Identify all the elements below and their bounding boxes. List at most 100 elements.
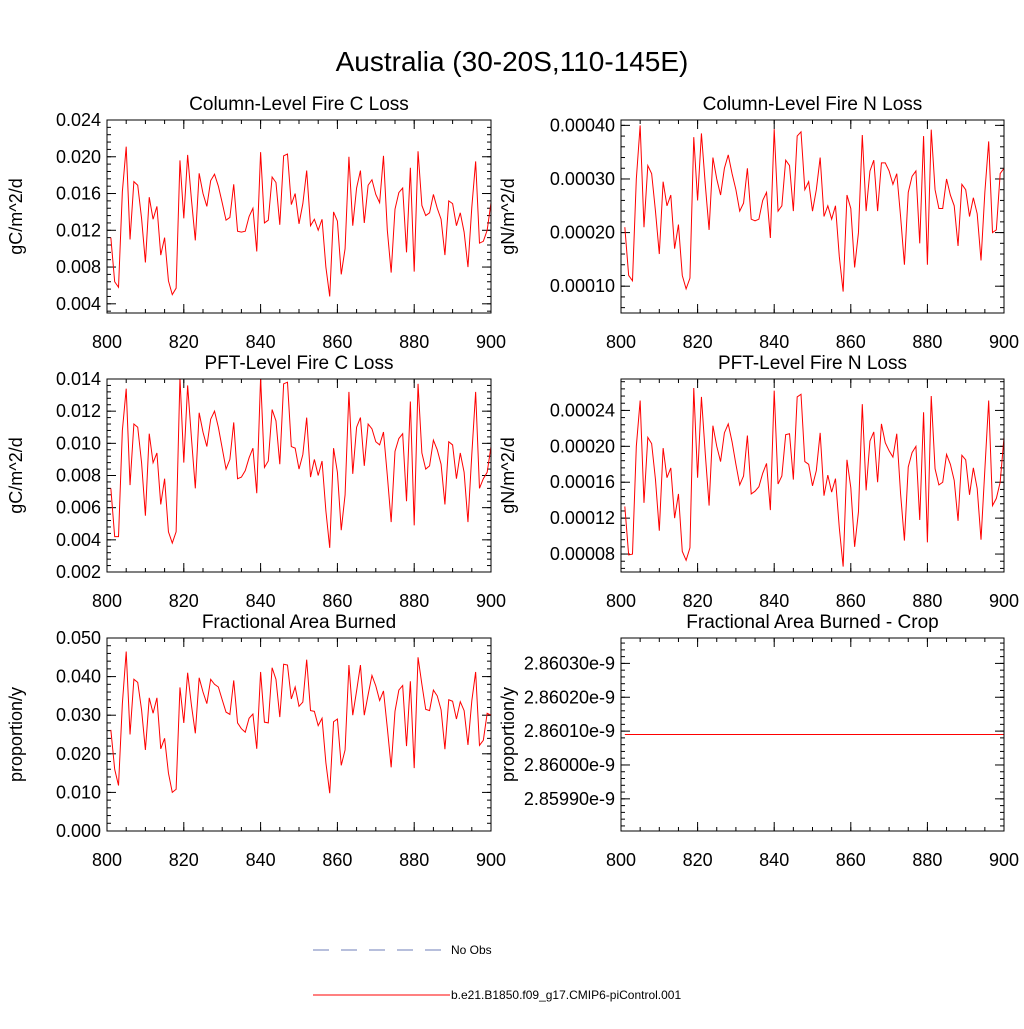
y-tick-label: 0.030: [56, 705, 101, 725]
x-tick-label: 900: [989, 591, 1019, 611]
y-tick-label: 0.00008: [550, 544, 615, 564]
plot-frame: [106, 378, 492, 573]
y-tick-label: 0.040: [56, 667, 101, 687]
figure-title: Australia (30-20S,110-145E): [336, 46, 689, 77]
x-tick-label: 900: [989, 850, 1019, 870]
x-tick-label: 840: [246, 332, 276, 352]
y-tick-label: 0.00020: [550, 436, 615, 456]
y-axis-label: gC/m^2/d: [6, 178, 26, 254]
x-tick-label: 880: [399, 591, 429, 611]
chart-panel-1: Column-Level Fire C Loss gC/m^2/d 0.004 0.0…: [6, 94, 506, 352]
series-line: [110, 146, 491, 297]
y-tick-label: 0.00010: [550, 276, 615, 296]
x-tick-label: 800: [606, 591, 636, 611]
y-tick-label: 0.00012: [550, 508, 615, 528]
x-tick-label: 860: [322, 332, 352, 352]
x-tick-label: 840: [759, 850, 789, 870]
x-tick-label: 880: [912, 591, 942, 611]
chart-panel-3: PFT-Level Fire C Loss gC/m^2/d 0.002 0.004 0…: [6, 353, 506, 611]
y-axis-label: gN/m^2/d: [498, 178, 518, 254]
y-tick-label: 0.002: [56, 562, 101, 582]
plot-frame: [620, 119, 1005, 314]
panel-title: PFT-Level Fire N Loss: [718, 353, 907, 374]
plot-frame: [106, 637, 492, 832]
chart-panel-5: Fractional Area Burned proportion/y 0.000 0…: [6, 612, 506, 870]
y-tick-label: 0.00020: [550, 223, 615, 243]
x-tick-label: 820: [683, 591, 713, 611]
y-tick-label: 0.012: [56, 220, 101, 240]
y-tick-label: 2.86010e-9: [524, 721, 615, 741]
x-tick-label: 800: [92, 332, 122, 352]
y-tick-label: 0.010: [56, 782, 101, 802]
panel-title: Column-Level Fire N Loss: [703, 94, 923, 115]
x-tick-label: 880: [912, 332, 942, 352]
x-tick-label: 880: [399, 850, 429, 870]
y-tick-label: 0.050: [56, 628, 101, 648]
x-tick-label: 900: [476, 850, 506, 870]
x-tick-label: 800: [606, 332, 636, 352]
plot-frame: [620, 378, 1005, 573]
panel-title: Fractional Area Burned - Crop: [686, 612, 938, 633]
y-tick-label: 0.016: [56, 184, 101, 204]
x-tick-label: 820: [683, 850, 713, 870]
series-line: [110, 651, 491, 794]
x-tick-label: 840: [759, 332, 789, 352]
y-axis-label: gN/m^2/d: [498, 437, 518, 513]
x-tick-label: 800: [606, 850, 636, 870]
x-tick-label: 860: [836, 332, 866, 352]
x-tick-label: 840: [246, 850, 276, 870]
y-tick-label: 2.85990e-9: [524, 789, 615, 809]
x-tick-label: 880: [399, 332, 429, 352]
plot-frame: [106, 119, 492, 314]
x-tick-label: 840: [246, 591, 276, 611]
panel-title: PFT-Level Fire C Loss: [205, 353, 394, 374]
legend-label-model-run: b.e21.B1850.f09_g17.CMIP6-piControl.001: [451, 988, 681, 1002]
y-axis-label: gC/m^2/d: [6, 437, 26, 513]
chart-panel-4: PFT-Level Fire N Loss gN/m^2/d 0.00008 0.00…: [498, 353, 1019, 611]
y-tick-label: 0.020: [56, 147, 101, 167]
y-tick-label: 0.012: [56, 401, 101, 421]
x-tick-label: 840: [759, 591, 789, 611]
y-tick-label: 0.00024: [550, 400, 615, 420]
legend: No Obs b.e21.B1850.f09_g17.CMIP6-piContr…: [313, 943, 681, 1002]
y-axis-label: proportion/y: [6, 687, 26, 782]
y-tick-label: 0.014: [56, 369, 101, 389]
x-tick-label: 820: [169, 332, 199, 352]
y-tick-label: 0.004: [56, 530, 101, 550]
y-tick-label: 0.00040: [550, 115, 615, 135]
legend-label-no-obs: No Obs: [451, 943, 492, 957]
x-tick-label: 900: [476, 591, 506, 611]
y-tick-label: 0.008: [56, 257, 101, 277]
y-tick-label: 0.020: [56, 744, 101, 764]
x-tick-label: 800: [92, 850, 122, 870]
y-tick-label: 0.00030: [550, 169, 615, 189]
y-tick-label: 0.010: [56, 433, 101, 453]
chart-panel-6: Fractional Area Burned - Crop proportion/…: [498, 612, 1019, 870]
chart-panel-2: Column-Level Fire N Loss gN/m^2/d 0.00010 0…: [498, 94, 1019, 352]
x-tick-label: 820: [683, 332, 713, 352]
chart-panels: Column-Level Fire C Loss gC/m^2/d 0.004 0.0…: [6, 94, 1019, 870]
series-line: [624, 125, 1004, 292]
x-tick-label: 820: [169, 850, 199, 870]
y-axis-label: proportion/y: [498, 687, 518, 782]
y-tick-label: 0.000: [56, 821, 101, 841]
x-tick-label: 860: [322, 850, 352, 870]
x-tick-label: 800: [92, 591, 122, 611]
x-tick-label: 880: [912, 850, 942, 870]
y-tick-label: 2.86020e-9: [524, 687, 615, 707]
y-tick-label: 0.006: [56, 498, 101, 518]
y-tick-label: 2.86000e-9: [524, 755, 615, 775]
panel-title: Fractional Area Burned: [202, 612, 396, 633]
plot-frame: [620, 637, 1005, 832]
y-tick-label: 0.024: [56, 110, 101, 130]
panel-title: Column-Level Fire C Loss: [189, 94, 409, 115]
y-tick-label: 0.004: [56, 294, 101, 314]
x-tick-label: 860: [836, 850, 866, 870]
x-tick-label: 820: [169, 591, 199, 611]
x-tick-label: 860: [322, 591, 352, 611]
y-tick-label: 0.008: [56, 466, 101, 486]
x-tick-label: 860: [836, 591, 866, 611]
y-tick-label: 0.00016: [550, 472, 615, 492]
